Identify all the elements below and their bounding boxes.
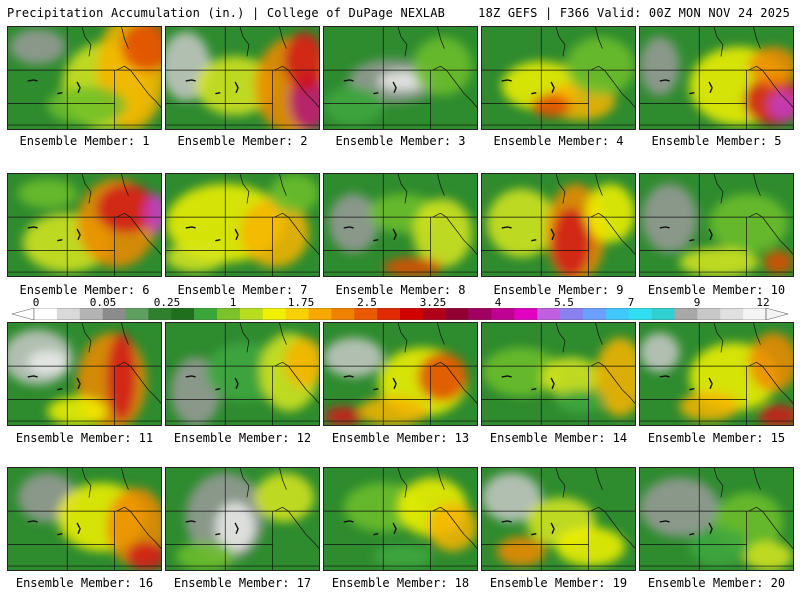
precip-map-member-6 — [7, 173, 162, 277]
member-label: Ensemble Member: 3 — [335, 134, 466, 148]
colorbar-right-arrow — [765, 308, 788, 320]
colorbar-swatch — [537, 308, 561, 320]
colorbar-left-arrow — [12, 308, 35, 320]
colorbar-tick-label: 3.25 — [419, 296, 447, 309]
colorbar-swatch — [56, 308, 81, 320]
colorbar-swatch — [491, 308, 515, 320]
precip-map-member-8 — [323, 173, 478, 277]
colorbar-swatch — [400, 308, 424, 320]
map-title: Precipitation Accumulation (in.) | Colle… — [7, 6, 446, 20]
precip-map-member-12 — [165, 322, 320, 426]
precip-map-member-14 — [481, 322, 636, 426]
member-label: Ensemble Member: 1 — [19, 134, 150, 148]
colorbar-swatch — [651, 308, 675, 320]
colorbar-tick-label: 7 — [627, 296, 635, 309]
member-label: Ensemble Member: 5 — [651, 134, 782, 148]
precip-map-member-9 — [481, 173, 636, 277]
precip-map-member-5 — [639, 26, 794, 130]
precip-map-member-7 — [165, 173, 320, 277]
colorbar-swatch — [148, 308, 172, 320]
colorbar-swatch — [171, 308, 195, 320]
colorbar-swatch — [560, 308, 584, 320]
precip-map-member-4 — [481, 26, 636, 130]
colorbar-swatch — [308, 308, 332, 320]
colorbar-tick-label: 0 — [32, 296, 40, 309]
colorbar-swatch — [697, 308, 721, 320]
precipitation-colorbar — [12, 308, 788, 320]
colorbar-swatch — [583, 308, 607, 320]
colorbar-swatch — [674, 308, 698, 320]
precip-map-member-13 — [323, 322, 478, 426]
member-label: Ensemble Member: 12 — [173, 431, 312, 445]
precip-map-member-16 — [7, 467, 162, 571]
member-label: Ensemble Member: 4 — [493, 134, 624, 148]
member-label: Ensemble Member: 10 — [647, 283, 786, 297]
member-label: Ensemble Member: 15 — [647, 431, 786, 445]
colorbar-swatch — [468, 308, 492, 320]
precip-map-member-2 — [165, 26, 320, 130]
member-label: Ensemble Member: 20 — [647, 576, 786, 590]
member-label: Ensemble Member: 13 — [331, 431, 470, 445]
member-label: Ensemble Member: 16 — [15, 576, 154, 590]
colorbar-swatch — [354, 308, 378, 320]
member-label: Ensemble Member: 17 — [173, 576, 312, 590]
member-label: Ensemble Member: 19 — [489, 576, 628, 590]
colorbar-swatch — [125, 308, 149, 320]
precip-map-member-15 — [639, 322, 794, 426]
colorbar-tick-label: 4 — [494, 296, 502, 309]
precip-map-member-3 — [323, 26, 478, 130]
colorbar-tick-label: 2.5 — [357, 296, 377, 309]
colorbar-swatch — [331, 308, 355, 320]
precip-map-member-10 — [639, 173, 794, 277]
colorbar-swatch — [377, 308, 401, 320]
colorbar-tick-label: 5.5 — [554, 296, 574, 309]
member-label: Ensemble Member: 11 — [15, 431, 154, 445]
member-label: Ensemble Member: 7 — [177, 283, 308, 297]
colorbar-swatch — [720, 308, 744, 320]
colorbar-swatch — [217, 308, 241, 320]
precip-map-member-17 — [165, 467, 320, 571]
member-label: Ensemble Member: 8 — [335, 283, 466, 297]
colorbar-swatch — [239, 308, 264, 320]
colorbar-swatch — [743, 308, 767, 320]
colorbar-swatch — [34, 308, 58, 320]
precip-map-member-19 — [481, 467, 636, 571]
colorbar-tick-label: 1 — [229, 296, 237, 309]
member-label: Ensemble Member: 2 — [177, 134, 308, 148]
colorbar-swatch — [262, 308, 286, 320]
member-label: Ensemble Member: 6 — [19, 283, 150, 297]
colorbar-swatch — [514, 308, 538, 320]
precip-map-member-18 — [323, 467, 478, 571]
colorbar-swatch — [422, 308, 447, 320]
colorbar-tick-label: 0.05 — [89, 296, 117, 309]
precip-map-member-20 — [639, 467, 794, 571]
member-label: Ensemble Member: 18 — [331, 576, 470, 590]
colorbar-tick-label: 1.75 — [287, 296, 315, 309]
colorbar-swatch — [194, 308, 218, 320]
member-label: Ensemble Member: 9 — [493, 283, 624, 297]
member-label: Ensemble Member: 14 — [489, 431, 628, 445]
colorbar-swatch — [102, 308, 126, 320]
colorbar-swatch — [445, 308, 469, 320]
model-valid-time: 18Z GEFS | F366 Valid: 00Z MON NOV 24 20… — [478, 6, 790, 20]
colorbar-swatch — [79, 308, 103, 320]
precip-map-member-1 — [7, 26, 162, 130]
colorbar-tick-label: 0.25 — [153, 296, 181, 309]
colorbar-swatch — [605, 308, 630, 320]
colorbar-swatch — [285, 308, 309, 320]
colorbar-tick-label: 12 — [756, 296, 770, 309]
precip-map-member-11 — [7, 322, 162, 426]
colorbar-swatch — [628, 308, 652, 320]
colorbar-tick-label: 9 — [693, 296, 701, 309]
